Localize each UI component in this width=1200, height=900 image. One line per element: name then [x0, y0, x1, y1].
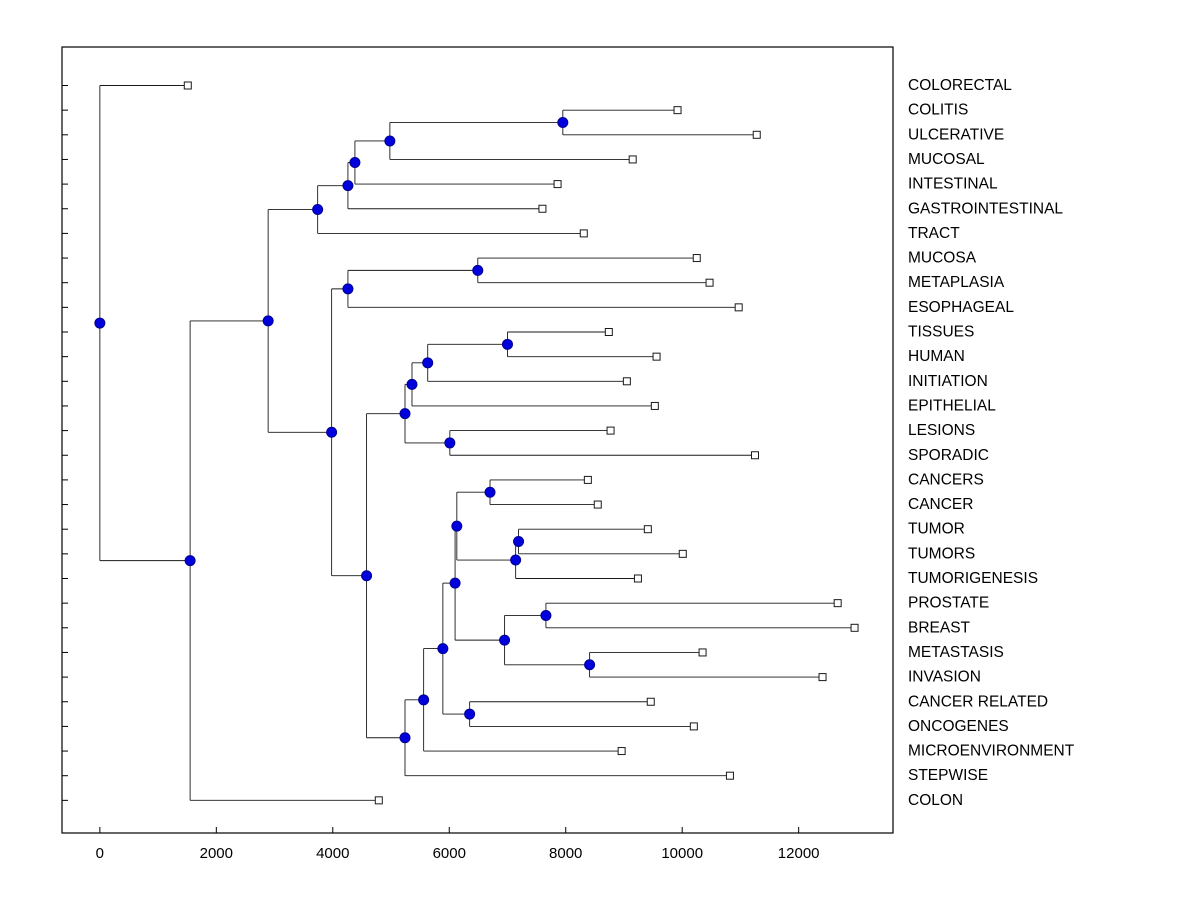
leaf-marker: [553, 180, 562, 189]
cluster-node-marker: [384, 135, 396, 147]
leaf-label: CANCER: [908, 496, 973, 513]
leaf-marker: [538, 204, 547, 213]
leaf-label: HUMAN: [908, 348, 965, 365]
cluster-node-marker: [342, 283, 354, 295]
x-tick-label: 4000: [316, 845, 349, 862]
leaf-marker: [374, 796, 383, 805]
axes-box: [61, 46, 894, 834]
leaf-label: ONCOGENES: [908, 718, 1009, 735]
leaf-label: INTESTINAL: [908, 176, 998, 193]
cluster-node-marker: [349, 157, 361, 169]
leaf-marker: [183, 81, 192, 90]
cluster-node-marker: [312, 204, 324, 216]
x-tick-label: 0: [96, 845, 104, 862]
leaf-label: INITIATION: [908, 373, 988, 390]
cluster-node-marker: [361, 570, 373, 582]
leaf-marker: [689, 722, 698, 731]
cluster-node-marker: [510, 554, 522, 566]
leaf-label: CANCERS: [908, 471, 984, 488]
leaf-marker: [752, 130, 761, 139]
cluster-node-marker: [513, 536, 525, 548]
x-tick-label: 6000: [433, 845, 466, 862]
cluster-node-marker: [464, 708, 476, 720]
cluster-node-marker: [262, 315, 274, 327]
cluster-node-marker: [437, 643, 449, 655]
leaf-marker: [692, 254, 701, 263]
leaf-label: TRACT: [908, 225, 960, 242]
cluster-node-marker: [584, 659, 596, 671]
cluster-node-marker: [540, 609, 552, 621]
cluster-node-marker: [342, 180, 354, 192]
leaf-label: INVASION: [908, 669, 981, 686]
leaf-marker: [652, 352, 661, 361]
leaf-marker: [617, 747, 626, 756]
cluster-node-marker: [444, 437, 456, 449]
leaf-label: COLITIS: [908, 102, 968, 119]
leaf-marker: [678, 549, 687, 558]
x-tick-label: 2000: [200, 845, 233, 862]
leaf-label: MICROENVIRONMENT: [908, 743, 1075, 760]
leaf-marker: [850, 623, 859, 632]
leaf-marker: [643, 525, 652, 534]
leaf-marker: [646, 697, 655, 706]
cluster-node-marker: [406, 378, 418, 390]
leaf-label: EPITHELIAL: [908, 397, 996, 414]
leaf-label: COLON: [908, 792, 963, 809]
cluster-node-marker: [184, 555, 196, 567]
leaf-marker: [606, 426, 615, 435]
x-tick-label: 10000: [661, 845, 703, 862]
cluster-node-marker: [449, 577, 461, 589]
leaf-label: MUCOSAL: [908, 151, 985, 168]
x-tick-label: 8000: [549, 845, 582, 862]
cluster-node-marker: [501, 338, 513, 350]
cluster-node-marker: [499, 634, 511, 646]
leaf-marker: [579, 229, 588, 238]
leaf-marker: [698, 648, 707, 657]
cluster-node-marker: [399, 732, 411, 744]
cluster-node-marker: [94, 317, 106, 329]
leaf-label: PROSTATE: [908, 595, 989, 612]
leaf-label: ULCERATIVE: [908, 126, 1004, 143]
leaf-label: SPORADIC: [908, 447, 989, 464]
cluster-node-marker: [472, 264, 484, 276]
cluster-node-marker: [451, 520, 463, 532]
leaf-label: TUMOR: [908, 521, 965, 538]
cluster-node-marker: [484, 486, 496, 498]
leaf-marker: [593, 500, 602, 509]
leaf-marker: [622, 377, 631, 386]
leaf-label: STEPWISE: [908, 767, 988, 784]
leaf-marker: [750, 451, 759, 460]
leaf-marker: [604, 328, 613, 336]
leaf-marker: [633, 574, 642, 583]
cluster-node-marker: [326, 426, 338, 438]
leaf-label: COLORECTAL: [908, 77, 1012, 94]
leaf-label: BREAST: [908, 619, 971, 636]
leaf-marker: [628, 155, 637, 164]
leaf-label: ESOPHAGEAL: [908, 299, 1014, 316]
leaf-label: TUMORIGENESIS: [908, 570, 1038, 587]
leaf-label: CANCER RELATED: [908, 693, 1048, 710]
leaf-label: TUMORS: [908, 545, 975, 562]
x-tick-label: 12000: [778, 845, 820, 862]
leaf-marker: [818, 673, 827, 682]
leaf-marker: [583, 475, 592, 484]
leaf-marker: [833, 599, 842, 608]
leaf-label: MUCOSA: [908, 250, 977, 267]
cluster-node-marker: [418, 694, 430, 706]
leaf-marker: [673, 106, 682, 115]
leaf-label: GASTROINTESTINAL: [908, 200, 1063, 217]
leaf-label: TISSUES: [908, 324, 974, 341]
cluster-node-marker: [422, 357, 434, 369]
cluster-node-marker: [399, 408, 411, 420]
leaf-label: METAPLASIA: [908, 274, 1005, 291]
cluster-node-marker: [557, 116, 569, 128]
leaf-label: LESIONS: [908, 422, 975, 439]
leaf-marker: [705, 278, 714, 287]
leaf-marker: [650, 401, 659, 410]
leaf-marker: [725, 771, 734, 780]
leaf-label: METASTASIS: [908, 644, 1004, 661]
leaf-marker: [734, 303, 743, 312]
